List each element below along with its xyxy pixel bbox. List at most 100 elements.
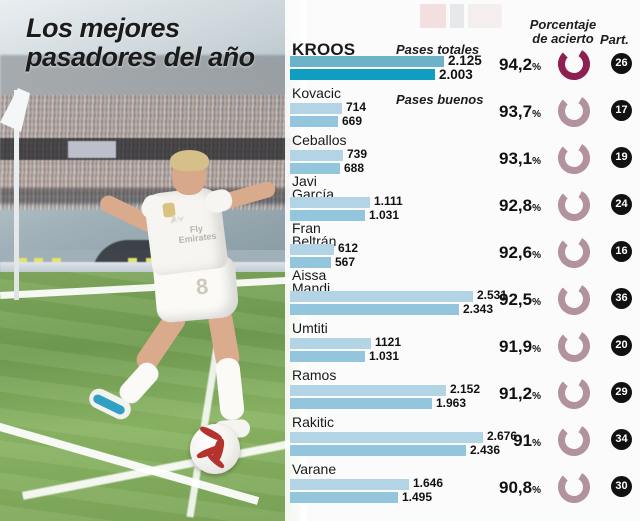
header-percentage: Porcentaje de acierto [524, 18, 602, 46]
player-hair [170, 150, 209, 171]
value-total-passes: 2.125 [448, 53, 482, 68]
legend-good-passes: Pases buenos [396, 92, 484, 107]
bar-good-passes [290, 304, 459, 315]
header-percentage-line2: de acierto [532, 31, 594, 46]
value-good-passes: 2.003 [439, 67, 473, 82]
accuracy-value: 91,9 [499, 337, 533, 356]
accuracy-percentage: 94,2% [471, 55, 541, 75]
value-good-passes: 2.343 [463, 302, 494, 316]
accuracy-percentage: 93,7% [471, 102, 541, 122]
bar-good-passes [290, 492, 398, 503]
table-row: Kovacic 714 669 93,7% 17 [0, 83, 640, 130]
bar-total-passes [290, 197, 370, 208]
accuracy-percentage: 91,2% [471, 384, 541, 404]
value-total-passes: 612 [338, 241, 359, 255]
percent-sign: % [532, 250, 541, 261]
accuracy-percentage: 90,8% [471, 478, 541, 498]
percent-sign: % [532, 438, 541, 449]
percent-sign: % [532, 485, 541, 496]
scoreboard [68, 141, 116, 158]
publisher-watermark-icon [420, 4, 512, 28]
value-good-passes: 669 [342, 114, 363, 128]
value-good-passes: 567 [335, 255, 356, 269]
bar-total-passes [290, 479, 409, 490]
accuracy-percentage: 91% [471, 431, 541, 451]
accuracy-value: 91 [513, 431, 533, 450]
participations-badge: 26 [611, 53, 632, 74]
table-row: KROOS 2.125 2.003 94,2% 26 [0, 36, 640, 83]
table-row: Varane 1.646 1.495 90,8% 30 [0, 459, 640, 506]
header-participations: Part. [600, 32, 629, 47]
accuracy-value: 94,2 [499, 55, 533, 74]
value-total-passes: 2.676 [487, 429, 518, 443]
accuracy-donut-icon [557, 376, 591, 410]
value-total-passes: 1121 [375, 335, 402, 349]
player-name: Umtiti [292, 320, 328, 336]
player-name: KROOS [292, 40, 356, 59]
bar-good-passes [290, 163, 340, 174]
percent-sign: % [532, 156, 541, 167]
percent-sign: % [532, 344, 541, 355]
participations-badge: 17 [611, 100, 632, 121]
player-photo: Fly Emirates 8 [0, 0, 300, 521]
table-row: Umtiti 1121 1.031 91,9% 20 [0, 318, 640, 365]
bar-good-passes [290, 257, 331, 268]
bar-good-passes [290, 69, 435, 80]
accuracy-value: 93,7 [499, 102, 533, 121]
accuracy-percentage: 92,8% [471, 196, 541, 216]
participations-badge: 16 [611, 241, 632, 262]
bar-total-passes [290, 103, 342, 114]
bar-good-passes [290, 351, 365, 362]
football [190, 424, 240, 474]
accuracy-donut-icon [557, 47, 591, 81]
value-total-passes: 2.152 [450, 382, 481, 396]
value-good-passes: 2.436 [470, 443, 501, 457]
player-name: Ramos [292, 367, 337, 383]
bar-good-passes [290, 210, 365, 221]
accuracy-donut-icon [557, 423, 591, 457]
bar-total-passes [290, 432, 483, 443]
corner-flag-pole [14, 90, 19, 300]
participations-badge: 34 [611, 429, 632, 450]
bar-total-passes [290, 291, 473, 302]
accuracy-percentage: 92,6% [471, 243, 541, 263]
value-good-passes: 1.963 [436, 396, 467, 410]
bar-good-passes [290, 116, 338, 127]
player-name: Kovacic [292, 85, 342, 101]
table-row: Rakitic 2.676 2.436 91% 34 [0, 412, 640, 459]
bar-total-passes [290, 56, 444, 67]
table-row: Aissa Mandi 2.531 2.343 92,5% 36 [0, 268, 640, 318]
percent-sign: % [532, 109, 541, 120]
bar-good-passes [290, 398, 432, 409]
value-good-passes: 688 [344, 161, 365, 175]
accuracy-percentage: 92,5% [471, 290, 541, 310]
value-total-passes: 2.531 [477, 288, 508, 302]
percent-sign: % [532, 297, 541, 308]
mow-stripes [0, 272, 300, 521]
player-name: Varane [292, 461, 337, 477]
accuracy-donut-icon [557, 470, 591, 504]
accuracy-donut-icon [557, 141, 591, 175]
legend-total-passes: Pases totales [396, 42, 480, 57]
table-row: Fran Beltrán 612 567 92,6% 16 [0, 221, 640, 271]
header-percentage-line1: Porcentaje [529, 17, 597, 32]
table-row: Ramos 2.152 1.963 91,2% 29 [0, 365, 640, 412]
accuracy-value: 90,8 [499, 478, 533, 497]
accuracy-value: 92,6 [499, 243, 533, 262]
value-total-passes: 1.646 [413, 476, 444, 490]
accuracy-value: 91,2 [499, 384, 533, 403]
value-total-passes: 714 [346, 100, 367, 114]
accuracy-value: 93,1 [499, 149, 533, 168]
participations-badge: 29 [611, 382, 632, 403]
table-row: Ceballos 739 688 93,1% 19 [0, 130, 640, 177]
accuracy-donut-icon [557, 282, 591, 316]
accuracy-donut-icon [557, 329, 591, 363]
accuracy-donut-icon [557, 94, 591, 128]
value-good-passes: 1.495 [402, 490, 433, 504]
participations-badge: 20 [611, 335, 632, 356]
table-row: Javi García 1.111 1.031 92,8% 24 [0, 174, 640, 224]
accuracy-donut-icon [557, 235, 591, 269]
bar-total-passes [290, 150, 343, 161]
page-title: Los mejores pasadores del año [26, 13, 255, 73]
